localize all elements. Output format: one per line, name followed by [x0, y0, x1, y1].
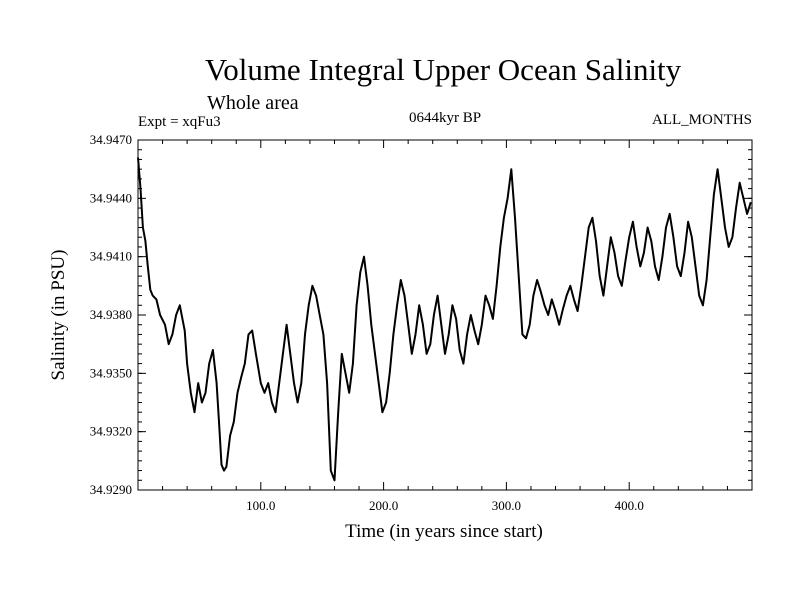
x-tick-label: 100.0	[246, 498, 275, 513]
experiment-label: Expt = xqFu3	[138, 114, 221, 130]
y-axis-label: Salinity (in PSU)	[48, 250, 69, 381]
y-tick-label: 34.9290	[90, 482, 132, 497]
x-tick-label: 400.0	[615, 498, 644, 513]
y-tick-label: 34.9440	[90, 190, 132, 205]
y-tick-label: 34.9380	[90, 307, 132, 322]
x-axis-label: Time (in years since start)	[345, 521, 543, 542]
chart-title: Volume Integral Upper Ocean Salinity	[205, 52, 682, 87]
y-tick-label: 34.9350	[90, 365, 132, 380]
y-tick-label: 34.9320	[90, 424, 132, 439]
x-tick-label: 200.0	[369, 498, 398, 513]
y-axis: 34.9290 34.9320 34.9350 34.9380 34.9410 34.94…	[90, 132, 752, 497]
salinity-series-line	[137, 157, 752, 482]
x-axis: 100.0 200.0 300.0 400.0	[162, 140, 728, 513]
y-tick-label: 34.9470	[90, 132, 132, 147]
y-tick-label: 34.9410	[90, 249, 132, 264]
x-tick-label: 300.0	[492, 498, 521, 513]
months-label: ALL_MONTHS	[652, 112, 752, 128]
chart-subtitle: Whole area	[207, 92, 299, 114]
period-label: 0644kyr BP	[409, 110, 481, 126]
